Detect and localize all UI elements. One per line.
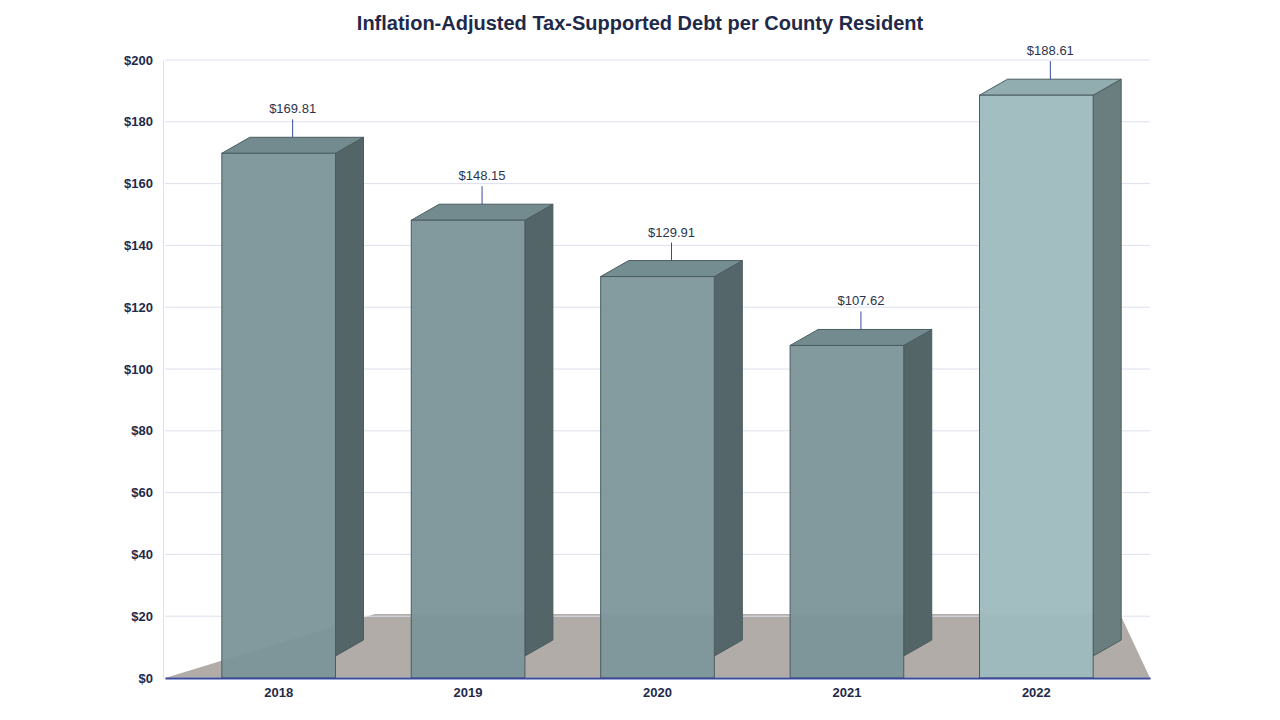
grid-line — [165, 678, 1150, 679]
label-leader — [1050, 61, 1051, 79]
bar-side — [714, 261, 742, 656]
y-tick-label: $160 — [124, 176, 153, 191]
bar-side — [904, 329, 932, 656]
y-tick-label: $0 — [139, 671, 153, 686]
bar-top — [222, 137, 364, 153]
x-tick: 2022 — [1022, 678, 1051, 700]
y-tick: $0 — [139, 671, 163, 686]
y-tick: $20 — [131, 609, 163, 624]
label-leader — [292, 119, 293, 137]
bar — [411, 220, 525, 678]
x-tick-label: 2022 — [1022, 685, 1051, 700]
y-tick: $40 — [131, 547, 163, 562]
x-tick-label: 2020 — [643, 685, 672, 700]
y-tick: $160 — [124, 176, 163, 191]
y-tick-label: $20 — [131, 609, 153, 624]
y-tick: $80 — [131, 423, 163, 438]
y-tick-label: $60 — [131, 485, 153, 500]
label-leader — [482, 186, 483, 204]
data-labels: $169.81 $148.15 $129.91 $107.62 $188.61 — [269, 43, 1074, 329]
y-tick: $140 — [124, 238, 163, 253]
grid-line — [165, 60, 1150, 61]
label-leader — [860, 311, 861, 329]
title: Inflation-Adjusted Tax-Supported Debt pe… — [357, 12, 924, 34]
data-label: $107.62 — [837, 293, 884, 308]
bar — [222, 153, 336, 678]
x-tick-label: 2018 — [264, 685, 293, 700]
bar — [601, 277, 715, 678]
y-tick: $100 — [124, 362, 163, 377]
bar — [980, 95, 1094, 678]
grid — [165, 60, 1150, 678]
y-tick-label: $180 — [124, 114, 153, 129]
y-tick-label: $40 — [131, 547, 153, 562]
data-label: $148.15 — [459, 168, 506, 183]
bars — [222, 79, 1121, 678]
y-tick: $60 — [131, 485, 163, 500]
y-tick-label: $140 — [124, 238, 153, 253]
label-leader — [671, 243, 672, 261]
bar-side — [1093, 79, 1121, 656]
chart: Inflation-Adjusted Tax-Supported Debt pe… — [0, 0, 1280, 720]
bar-side — [335, 137, 363, 656]
y-tick-label: $100 — [124, 362, 153, 377]
bar-top — [411, 204, 553, 220]
y-axis-line — [163, 61, 164, 679]
bar-side — [525, 204, 553, 656]
x-tick-label: 2019 — [454, 685, 483, 700]
data-label: $169.81 — [269, 101, 316, 116]
x-tick: 2018 — [264, 678, 293, 700]
x-axis-line — [166, 678, 1151, 680]
y-tick-label: $80 — [131, 423, 153, 438]
data-label: $188.61 — [1027, 43, 1074, 58]
y-tick: $180 — [124, 114, 163, 129]
data-label: $129.91 — [648, 225, 695, 240]
bar — [790, 345, 904, 678]
x-tick: 2020 — [643, 678, 672, 700]
bar-top — [980, 79, 1122, 95]
y-tick-label: $200 — [124, 53, 153, 68]
x-axis: 2018 2019 2020 2021 2022 — [166, 678, 1151, 700]
x-tick-label: 2021 — [832, 685, 861, 700]
x-tick: 2021 — [832, 678, 861, 700]
x-tick: 2019 — [454, 678, 483, 700]
y-tick: $120 — [124, 300, 163, 315]
y-tick: $200 — [124, 53, 163, 68]
y-tick-label: $120 — [124, 300, 153, 315]
y-axis: $0 $20 $40 $60 $80 $100 $120 $140 $160 $180 $200 — [124, 53, 163, 686]
bar-top — [790, 329, 932, 345]
bar-top — [601, 261, 743, 277]
